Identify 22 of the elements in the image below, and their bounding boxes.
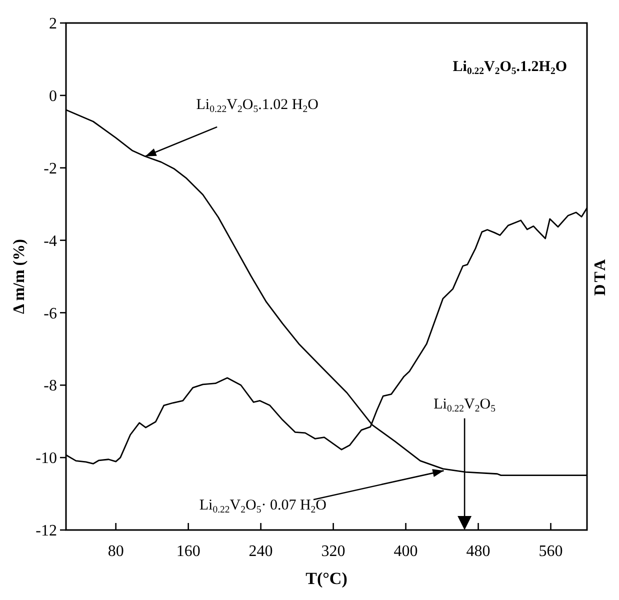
x-tick-label: 400 [394,543,418,560]
y-tick-label: -12 [36,522,57,540]
y-tick-label: -8 [44,378,57,395]
x-tick-label: 480 [466,543,490,560]
text: Li$_{0.22}$V$_{2}$O$_{5}$.1.2H$_{2}$O [452,59,567,77]
y-tick-label: -6 [44,305,57,322]
x-tick-label: 80 [108,543,124,560]
x-axis-title: T(°C) [306,569,348,588]
y2-axis-title: DTA [592,257,609,296]
x-tick-label: 320 [321,543,346,560]
y-tick-label: 2 [49,16,57,33]
y-tick-label: -10 [36,450,57,468]
text: Li$_{0.22}$V$_{2}$O$_{5}$· 0.07 H$_{2}$O [199,498,326,516]
y-tick-label: -2 [44,160,57,178]
text: Li$_{0.22}$V$_{2}$O$_{5}$.1.02 H$_{2}$O [196,97,318,116]
y-axis-title: Δ m/m (%) [11,239,28,314]
x-tick-label: 160 [176,543,200,560]
annotation: Li$_{0.22}$V$_{2}$O$_{5}$ [434,396,496,414]
x-tick-label: 560 [538,543,563,560]
y-tick-label: 0 [49,88,57,106]
x-tick-label: 240 [248,543,273,560]
y-tick-label: -4 [44,232,57,250]
